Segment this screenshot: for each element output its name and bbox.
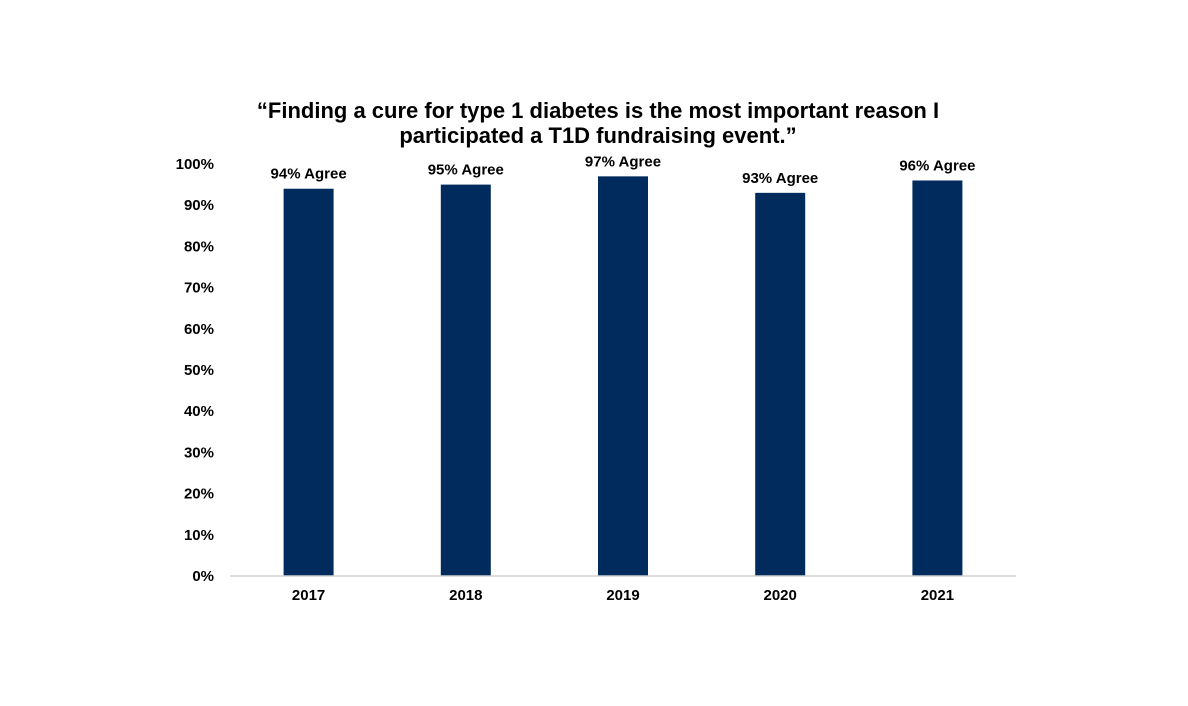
x-tick-label: 2021 [921, 587, 954, 604]
y-tick-label: 10% [184, 527, 214, 544]
data-label: 96% Agree [899, 157, 975, 174]
x-tick-label: 2019 [606, 587, 639, 604]
y-tick-label: 70% [184, 280, 214, 297]
x-tick-label: 2018 [449, 587, 482, 604]
y-tick-label: 60% [184, 321, 214, 338]
y-tick-label: 80% [184, 238, 214, 255]
data-label: 97% Agree [585, 153, 661, 170]
x-tick-label: 2017 [292, 587, 325, 604]
bars [283, 176, 963, 577]
x-tick-label: 2020 [764, 587, 797, 604]
y-tick-label: 90% [184, 197, 214, 214]
y-tick-label: 50% [184, 362, 214, 379]
chart-title: “Finding a cure for type 1 diabetes is t… [257, 98, 939, 148]
y-tick-label: 20% [184, 486, 214, 503]
data-label: 95% Agree [428, 162, 504, 179]
data-label: 93% Agree [742, 170, 818, 187]
chart-title-line-2: participated a T1D fundraising event.” [399, 123, 796, 148]
bar-2019 [598, 176, 648, 577]
data-labels: 94% Agree 95% Agree 97% Agree 93% Agree 96% … [271, 153, 976, 186]
bar-2020 [755, 192, 806, 576]
y-tick-label: 40% [184, 403, 214, 420]
x-axis: 2017 2018 2019 2020 2021 [230, 575, 1016, 604]
bar-2018 [440, 184, 491, 576]
y-tick-label: 0% [192, 568, 214, 585]
y-tick-label: 100% [176, 156, 214, 173]
chart-title-line-1: “Finding a cure for type 1 diabetes is t… [257, 98, 939, 123]
bar-2021 [912, 180, 963, 577]
y-tick-label: 30% [184, 444, 214, 461]
data-label: 94% Agree [271, 166, 347, 183]
y-axis: 0% 10% 20% 30% 40% 50% 60% 70% 80% 90% 100% [176, 156, 214, 585]
bar-2017 [283, 188, 334, 576]
